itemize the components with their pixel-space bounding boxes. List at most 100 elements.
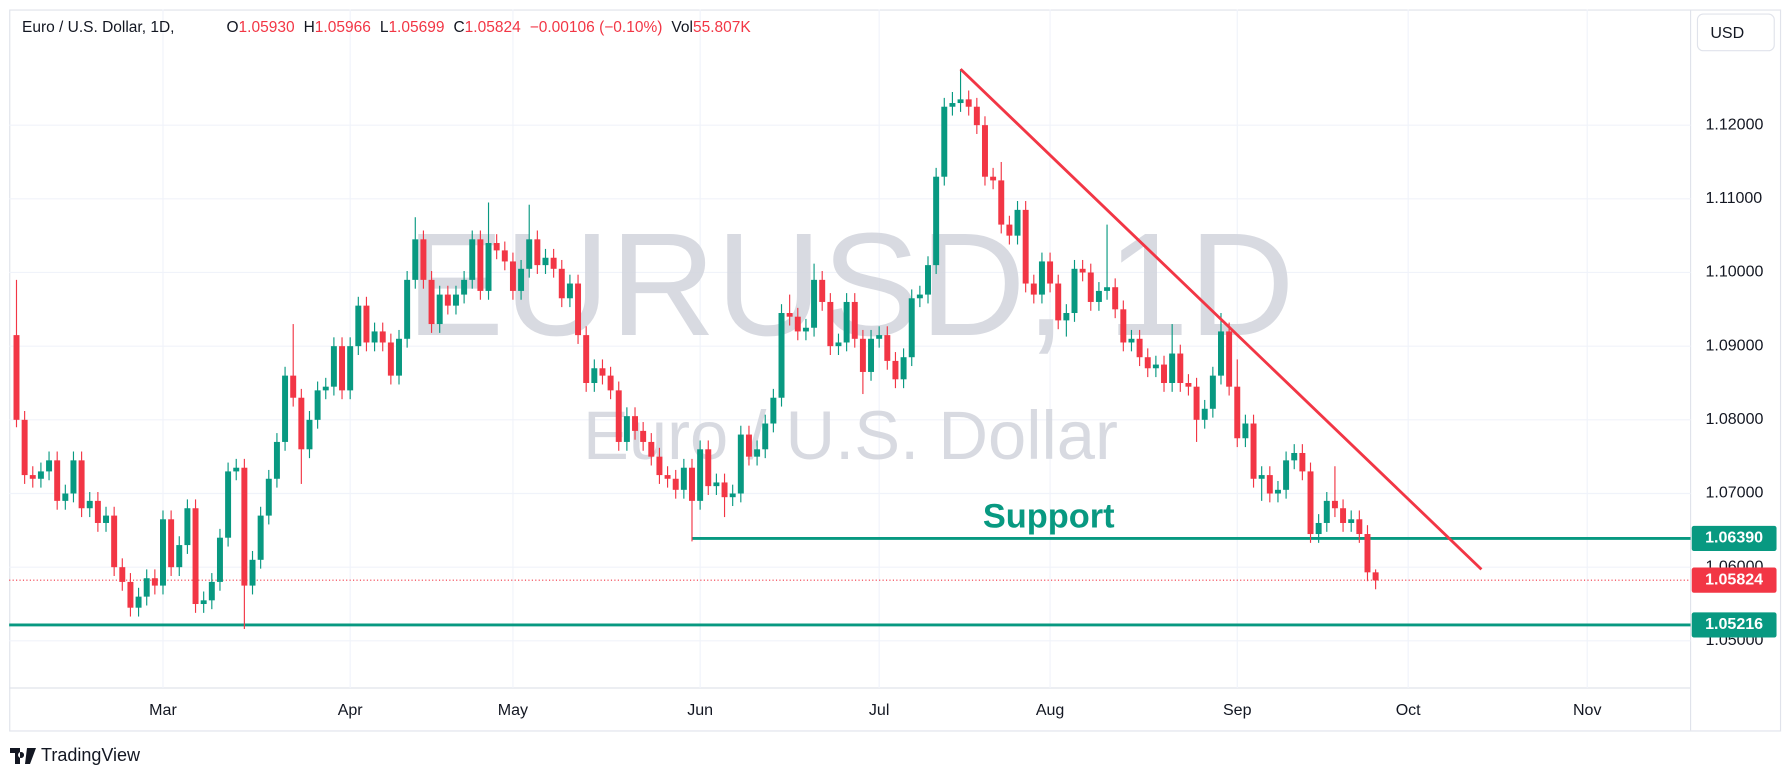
candle-body bbox=[396, 338, 402, 376]
candle-body bbox=[404, 279, 411, 339]
candle-body bbox=[501, 250, 508, 262]
symbol-name: Euro / U.S. Dollar, 1D, bbox=[22, 19, 175, 36]
candle-body bbox=[949, 103, 956, 107]
candle-body bbox=[265, 478, 272, 516]
candle-body bbox=[208, 581, 215, 601]
candle-body bbox=[1120, 309, 1127, 343]
trend-line bbox=[959, 68, 1483, 571]
candle-body bbox=[355, 305, 362, 347]
candle-body bbox=[1331, 500, 1338, 509]
field-label: C bbox=[453, 19, 465, 36]
candle-body bbox=[135, 596, 142, 608]
candle-body bbox=[257, 515, 264, 560]
x-tick-label: Oct bbox=[1396, 701, 1421, 719]
candle-body bbox=[640, 430, 647, 442]
candle-body bbox=[485, 243, 492, 291]
volume-value: 55.807K bbox=[692, 19, 751, 36]
candle-body bbox=[623, 416, 630, 442]
brand-logo[interactable]: TradingView bbox=[10, 745, 140, 766]
candle-body bbox=[550, 257, 557, 269]
candle-body bbox=[534, 239, 541, 266]
candle-body bbox=[656, 456, 663, 476]
candle-body bbox=[103, 515, 109, 523]
candle-body bbox=[705, 449, 712, 487]
candle-body bbox=[387, 342, 394, 376]
candle-body bbox=[160, 519, 166, 586]
candle-body bbox=[119, 567, 126, 582]
x-tick-label: Mar bbox=[149, 701, 177, 719]
candle-body bbox=[802, 327, 809, 332]
candle-body bbox=[1274, 489, 1281, 494]
candle-body bbox=[282, 375, 289, 442]
candle-body bbox=[811, 279, 818, 328]
candle-body bbox=[721, 482, 728, 498]
level-label: 1.06390 bbox=[1705, 529, 1763, 547]
candle-body bbox=[306, 419, 313, 450]
candle-body bbox=[241, 467, 248, 586]
field-value: 1.05699 bbox=[388, 19, 445, 36]
candle-body bbox=[1128, 338, 1135, 343]
candle-body bbox=[1104, 287, 1111, 291]
candle-body bbox=[21, 419, 28, 476]
candle-body bbox=[1242, 423, 1249, 439]
candle-body bbox=[1258, 475, 1265, 479]
field-value: 1.05966 bbox=[314, 19, 371, 36]
candle-body bbox=[1185, 382, 1192, 387]
candle-body bbox=[168, 519, 175, 568]
candle-body bbox=[689, 467, 695, 501]
candle-body bbox=[298, 397, 305, 450]
currency-button[interactable] bbox=[1696, 13, 1775, 52]
candle-body bbox=[892, 360, 899, 380]
candle-body bbox=[1112, 287, 1119, 310]
candle-body bbox=[225, 471, 232, 538]
legend-header: Euro / U.S. Dollar, 1D, O 1.05930 H 1.05966… bbox=[22, 19, 751, 37]
candle-body bbox=[1047, 261, 1054, 284]
candle-body bbox=[1291, 452, 1298, 461]
x-tick-label: Aug bbox=[1036, 701, 1065, 719]
candle-body bbox=[672, 478, 679, 490]
candle-body bbox=[965, 99, 972, 107]
field-value: 1.05930 bbox=[238, 19, 295, 36]
candle-body bbox=[1161, 364, 1167, 383]
candle-body bbox=[908, 298, 915, 358]
y-tick-label: 1.09000 bbox=[1705, 336, 1763, 354]
candle-body bbox=[566, 283, 573, 299]
candle-body bbox=[1315, 522, 1322, 535]
candle-body bbox=[900, 357, 907, 380]
y-tick-label: 1.11000 bbox=[1705, 189, 1762, 207]
candle-body bbox=[290, 375, 297, 398]
candle-body bbox=[973, 106, 980, 126]
candle-body bbox=[1055, 283, 1062, 321]
candle-body bbox=[322, 386, 329, 391]
candle-body bbox=[1030, 283, 1037, 295]
candle-body bbox=[143, 578, 150, 597]
candle-body bbox=[1323, 500, 1330, 523]
candle-body bbox=[1144, 357, 1151, 369]
candle-body bbox=[1266, 475, 1273, 494]
candle-body bbox=[925, 265, 931, 295]
x-tick-label: Jun bbox=[687, 701, 713, 719]
candle-body bbox=[868, 338, 875, 372]
candle-body bbox=[819, 279, 826, 302]
candle-body bbox=[1209, 375, 1216, 409]
candle-body bbox=[249, 559, 256, 586]
candle-body bbox=[37, 471, 44, 479]
plot: 1.050001.060001.070001.080001.090001.100… bbox=[9, 9, 1777, 719]
brand-icon bbox=[10, 747, 36, 764]
candle-body bbox=[680, 467, 687, 490]
candle-body bbox=[428, 279, 435, 325]
currency-label[interactable]: USD bbox=[1710, 24, 1744, 42]
candle-body bbox=[941, 106, 948, 177]
candle-body bbox=[786, 313, 793, 317]
field-label: O bbox=[226, 19, 239, 36]
x-tick-label: Jul bbox=[869, 701, 890, 719]
candle-body bbox=[371, 331, 378, 343]
candle-body bbox=[1234, 386, 1241, 439]
candle-body bbox=[916, 294, 923, 299]
candle-body bbox=[542, 257, 549, 266]
candle-body bbox=[78, 460, 85, 509]
candle-body bbox=[591, 368, 598, 383]
candle-body bbox=[599, 368, 606, 376]
candle-body bbox=[859, 338, 866, 372]
candle-body bbox=[1307, 471, 1314, 535]
